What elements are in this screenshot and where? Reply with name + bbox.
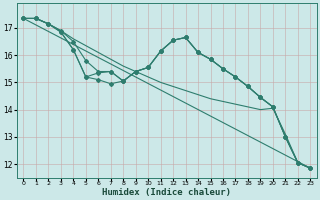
X-axis label: Humidex (Indice chaleur): Humidex (Indice chaleur) [102, 188, 231, 197]
